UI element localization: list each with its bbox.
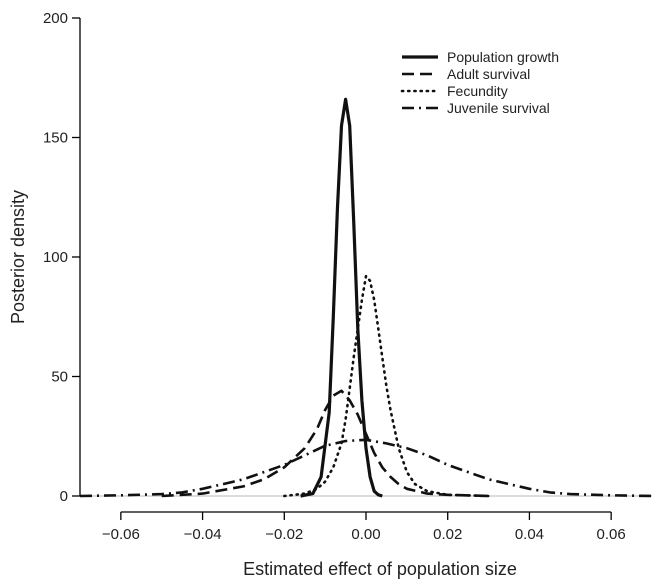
- x-tick-label: −0.02: [265, 526, 303, 543]
- series-line-juvenile-survival: [79, 438, 652, 498]
- legend-label-fecundity: Fecundity: [447, 83, 508, 99]
- x-tick-label: 0.02: [433, 526, 462, 543]
- y-tick-label: 0: [60, 488, 68, 505]
- series-line-adult-survival: [161, 389, 489, 498]
- axes: −0.06 −0.04 −0.02 0.00 0.02 0.04 0.06 0 50 100 15…: [43, 10, 626, 543]
- x-axis-title: Estimated effect of population size: [243, 559, 517, 579]
- y-axis-title: Posterior density: [8, 190, 28, 324]
- x-tick-label: 0.04: [515, 526, 544, 543]
- series-line-population-growth: [300, 97, 383, 498]
- y-axis-ticks: 0 50 100 150 200: [43, 10, 80, 505]
- y-tick-label: 100: [43, 249, 68, 266]
- y-tick-label: 200: [43, 10, 68, 27]
- x-axis-ticks: −0.06 −0.04 −0.02 0.00 0.02 0.04 0.06: [102, 512, 626, 543]
- x-tick-label: −0.04: [184, 526, 222, 543]
- x-tick-label: 0.06: [597, 526, 626, 543]
- x-tick-label: −0.06: [102, 526, 140, 543]
- legend-label-juvenile-survival: Juvenile survival: [447, 100, 550, 116]
- series-layer: [79, 97, 652, 498]
- series-line-fecundity: [283, 274, 490, 498]
- legend-label-population-growth: Population growth: [447, 49, 559, 65]
- plot-area: [79, 97, 652, 498]
- y-tick-label: 150: [43, 130, 68, 147]
- y-tick-label: 50: [51, 369, 68, 386]
- legend-label-adult-survival: Adult survival: [447, 66, 530, 82]
- x-tick-label: 0.00: [351, 526, 380, 543]
